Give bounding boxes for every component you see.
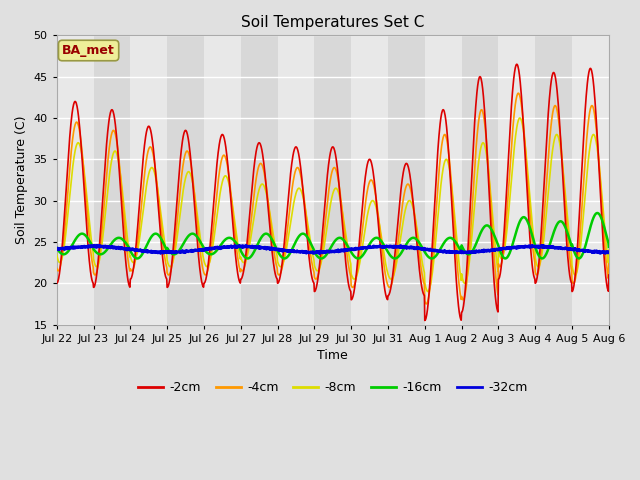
Bar xyxy=(351,36,388,324)
Bar xyxy=(204,36,241,324)
Bar xyxy=(461,36,499,324)
Bar xyxy=(425,36,461,324)
Bar xyxy=(572,36,609,324)
Bar xyxy=(131,36,167,324)
Bar xyxy=(57,36,93,324)
Y-axis label: Soil Temperature (C): Soil Temperature (C) xyxy=(15,116,28,244)
Title: Soil Temperatures Set C: Soil Temperatures Set C xyxy=(241,15,424,30)
Bar xyxy=(278,36,314,324)
Bar xyxy=(388,36,425,324)
Text: BA_met: BA_met xyxy=(62,44,115,57)
Bar xyxy=(499,36,535,324)
Bar xyxy=(167,36,204,324)
Bar xyxy=(535,36,572,324)
Bar xyxy=(241,36,278,324)
Bar xyxy=(314,36,351,324)
Bar xyxy=(93,36,131,324)
X-axis label: Time: Time xyxy=(317,349,348,362)
Legend: -2cm, -4cm, -8cm, -16cm, -32cm: -2cm, -4cm, -8cm, -16cm, -32cm xyxy=(133,376,532,399)
